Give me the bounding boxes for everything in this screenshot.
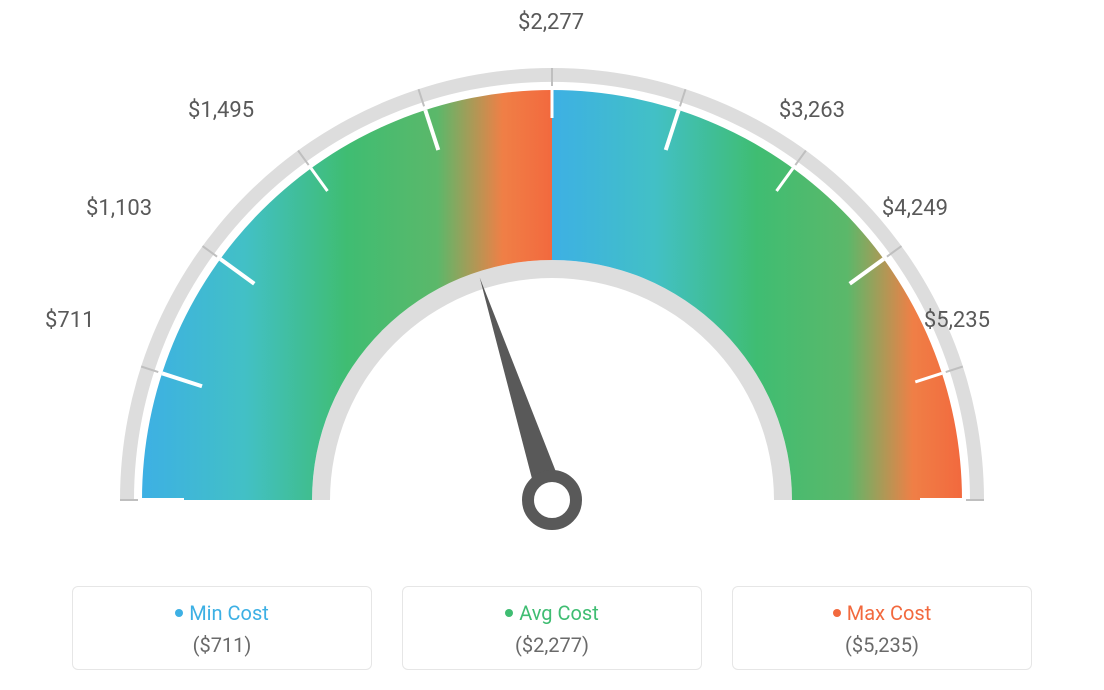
legend-min-dot (175, 609, 183, 617)
legend-row: Min Cost ($711) Avg Cost ($2,277) Max Co… (72, 586, 1032, 670)
tick-label: $1,495 (188, 98, 254, 123)
legend-min-label: Min Cost (189, 601, 269, 625)
gauge-svg (0, 0, 1104, 560)
legend-avg-value: ($2,277) (421, 633, 683, 657)
tick-label: $711 (45, 308, 94, 333)
cost-gauge-container: $711 $1,103 $1,495 $2,277 $3,263 $4,249 $5,235… (0, 0, 1104, 690)
tick-label: $5,235 (924, 308, 990, 333)
legend-avg-dot (505, 609, 513, 617)
legend-min-title: Min Cost (91, 601, 353, 625)
tick-label: $2,277 (518, 10, 584, 35)
tick-label: $3,263 (779, 98, 845, 123)
legend-avg-title: Avg Cost (421, 601, 683, 625)
legend-max-title: Max Cost (751, 601, 1013, 625)
legend-card-max: Max Cost ($5,235) (732, 586, 1032, 670)
legend-min-value: ($711) (91, 633, 353, 657)
legend-max-label: Max Cost (847, 601, 932, 625)
legend-card-min: Min Cost ($711) (72, 586, 372, 670)
legend-card-avg: Avg Cost ($2,277) (402, 586, 702, 670)
legend-avg-label: Avg Cost (519, 601, 599, 625)
tick-label: $4,249 (882, 196, 948, 221)
legend-max-dot (833, 609, 841, 617)
tick-label: $1,103 (86, 196, 152, 221)
legend-max-value: ($5,235) (751, 633, 1013, 657)
gauge-chart: $711 $1,103 $1,495 $2,277 $3,263 $4,249 $5,235 (0, 0, 1104, 560)
